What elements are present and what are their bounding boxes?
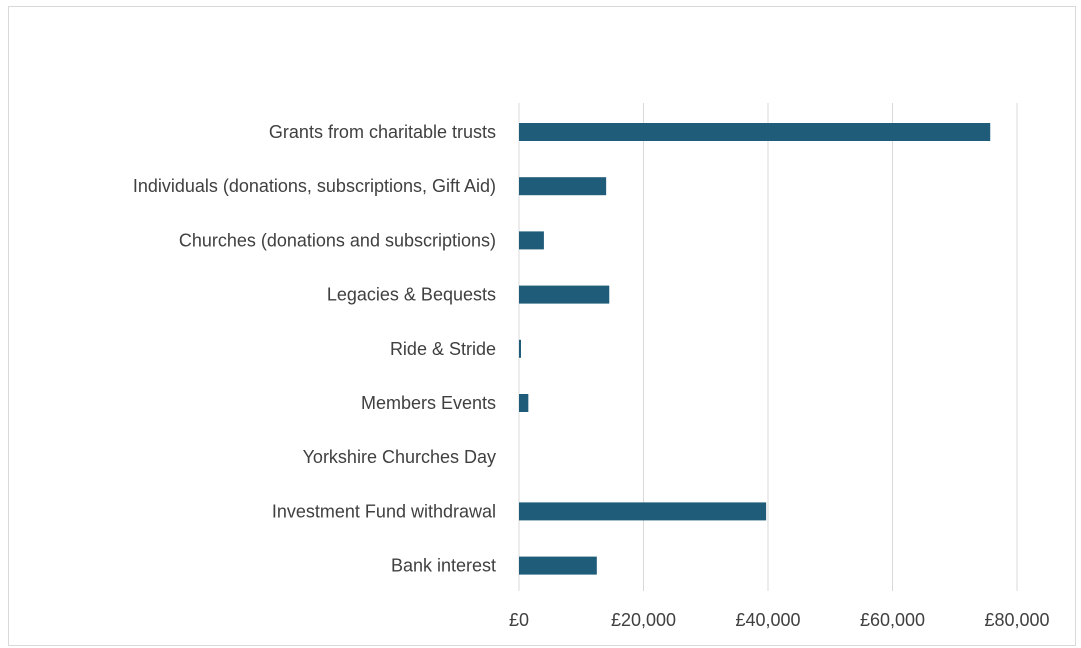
- x-tick-label: £40,000: [735, 610, 800, 630]
- category-label: Bank interest: [391, 556, 496, 576]
- bar: [519, 285, 610, 304]
- bar-chart: Grants from charitable trusts Individuals…: [133, 103, 1050, 630]
- category-label: Legacies & Bequests: [327, 285, 496, 305]
- x-tick-label: £80,000: [984, 610, 1049, 630]
- category-labels: Grants from charitable trusts Individuals…: [133, 122, 496, 576]
- category-label: Investment Fund withdrawal: [272, 501, 496, 521]
- bars: [519, 123, 991, 575]
- bar: [519, 177, 607, 196]
- category-label: Churches (donations and subscriptions): [179, 230, 496, 250]
- bar: [519, 556, 597, 575]
- category-label: Members Events: [361, 393, 496, 413]
- x-tick-label: £20,000: [611, 610, 676, 630]
- chart-frame: Grants from charitable trusts Individuals…: [8, 6, 1076, 646]
- bar: [519, 123, 991, 141]
- bar: [519, 394, 529, 412]
- x-tick-label: £0: [509, 610, 529, 630]
- category-label: Grants from charitable trusts: [269, 122, 496, 142]
- bar: [519, 502, 767, 521]
- category-label: Individuals (donations, subscriptions, G…: [133, 176, 496, 196]
- category-label: Ride & Stride: [390, 339, 496, 359]
- x-tick-labels: £0 £20,000 £40,000 £60,000 £80,000: [509, 610, 1050, 630]
- bar: [519, 231, 544, 250]
- bar: [519, 339, 521, 358]
- x-tick-label: £60,000: [860, 610, 925, 630]
- category-label: Yorkshire Churches Day: [303, 447, 496, 467]
